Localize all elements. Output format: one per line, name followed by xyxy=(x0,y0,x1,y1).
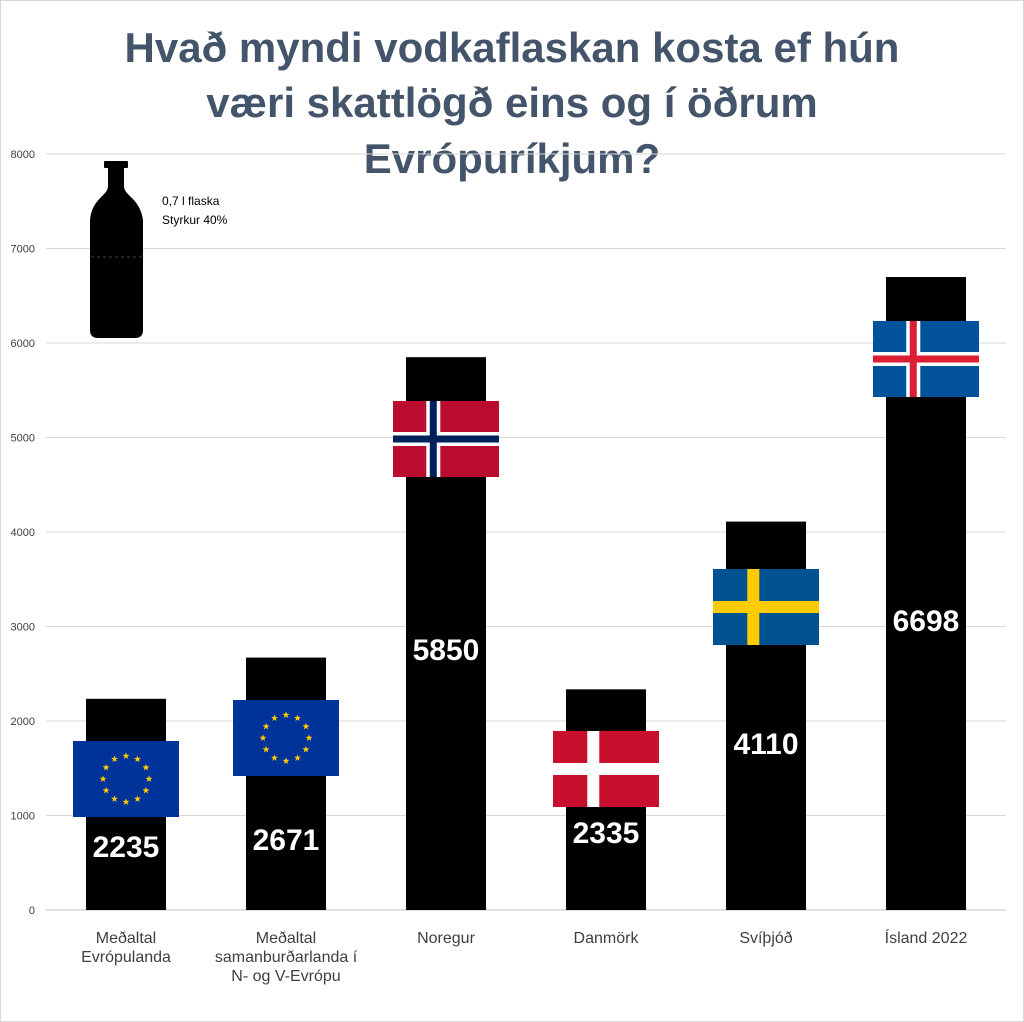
y-tick-label: 3000 xyxy=(11,622,35,634)
category-label: Svíþjóð xyxy=(739,930,792,947)
category-label: Danmörk xyxy=(574,930,640,947)
y-tick-label: 8000 xyxy=(11,149,35,161)
flag-norway-icon xyxy=(393,401,499,477)
y-axis-ticks: 0 1000 2000 3000 4000 5000 6000 7000 8000 xyxy=(11,149,35,917)
value-label: 5850 xyxy=(413,634,480,667)
y-tick-label: 2000 xyxy=(11,716,35,728)
bottle-icon xyxy=(90,161,143,338)
bottle-volume-note: 0,7 l flaska xyxy=(162,194,220,208)
value-label: 2335 xyxy=(573,817,640,850)
chart-title-line-1: Hvað myndi vodkaflaskan kosta ef hún xyxy=(125,24,900,71)
y-tick-label: 6000 xyxy=(11,338,35,350)
category-label: Ísland 2022 xyxy=(885,928,968,947)
flag-eu-icon xyxy=(233,700,339,776)
flag-sweden-icon xyxy=(713,569,819,645)
value-label: 6698 xyxy=(893,605,960,638)
bottle-strength-note: Styrkur 40% xyxy=(162,213,228,227)
bar xyxy=(246,657,326,910)
y-tick-label: 7000 xyxy=(11,244,35,256)
flag-eu-icon xyxy=(73,741,179,817)
value-label: 2235 xyxy=(93,831,160,864)
y-tick-label: 4000 xyxy=(11,527,35,539)
flag-iceland-icon xyxy=(873,321,979,397)
category-label: Noregur xyxy=(417,930,475,947)
chart-title-line-2: væri skattlögð eins og í öðrum xyxy=(206,79,817,126)
flag-denmark-icon xyxy=(553,731,659,807)
y-tick-label: 1000 xyxy=(11,811,35,823)
bars: 2235 2671 5850 2335 4110 6698 xyxy=(73,277,979,910)
y-tick-label: 5000 xyxy=(11,433,35,445)
category-label: Meðaltal samanburðarlanda í N- og V-Evrópu xyxy=(215,930,358,985)
value-label: 2671 xyxy=(253,824,320,857)
y-tick-label: 0 xyxy=(29,905,35,917)
x-axis-categories: Meðaltal Evrópulanda Meðaltal samanburðarla… xyxy=(81,928,967,985)
chart-title-line-3: Evrópuríkjum? xyxy=(364,135,660,182)
category-label: Meðaltal Evrópulanda xyxy=(81,930,171,966)
gridlines xyxy=(46,153,1006,911)
value-label: 4110 xyxy=(733,728,798,761)
